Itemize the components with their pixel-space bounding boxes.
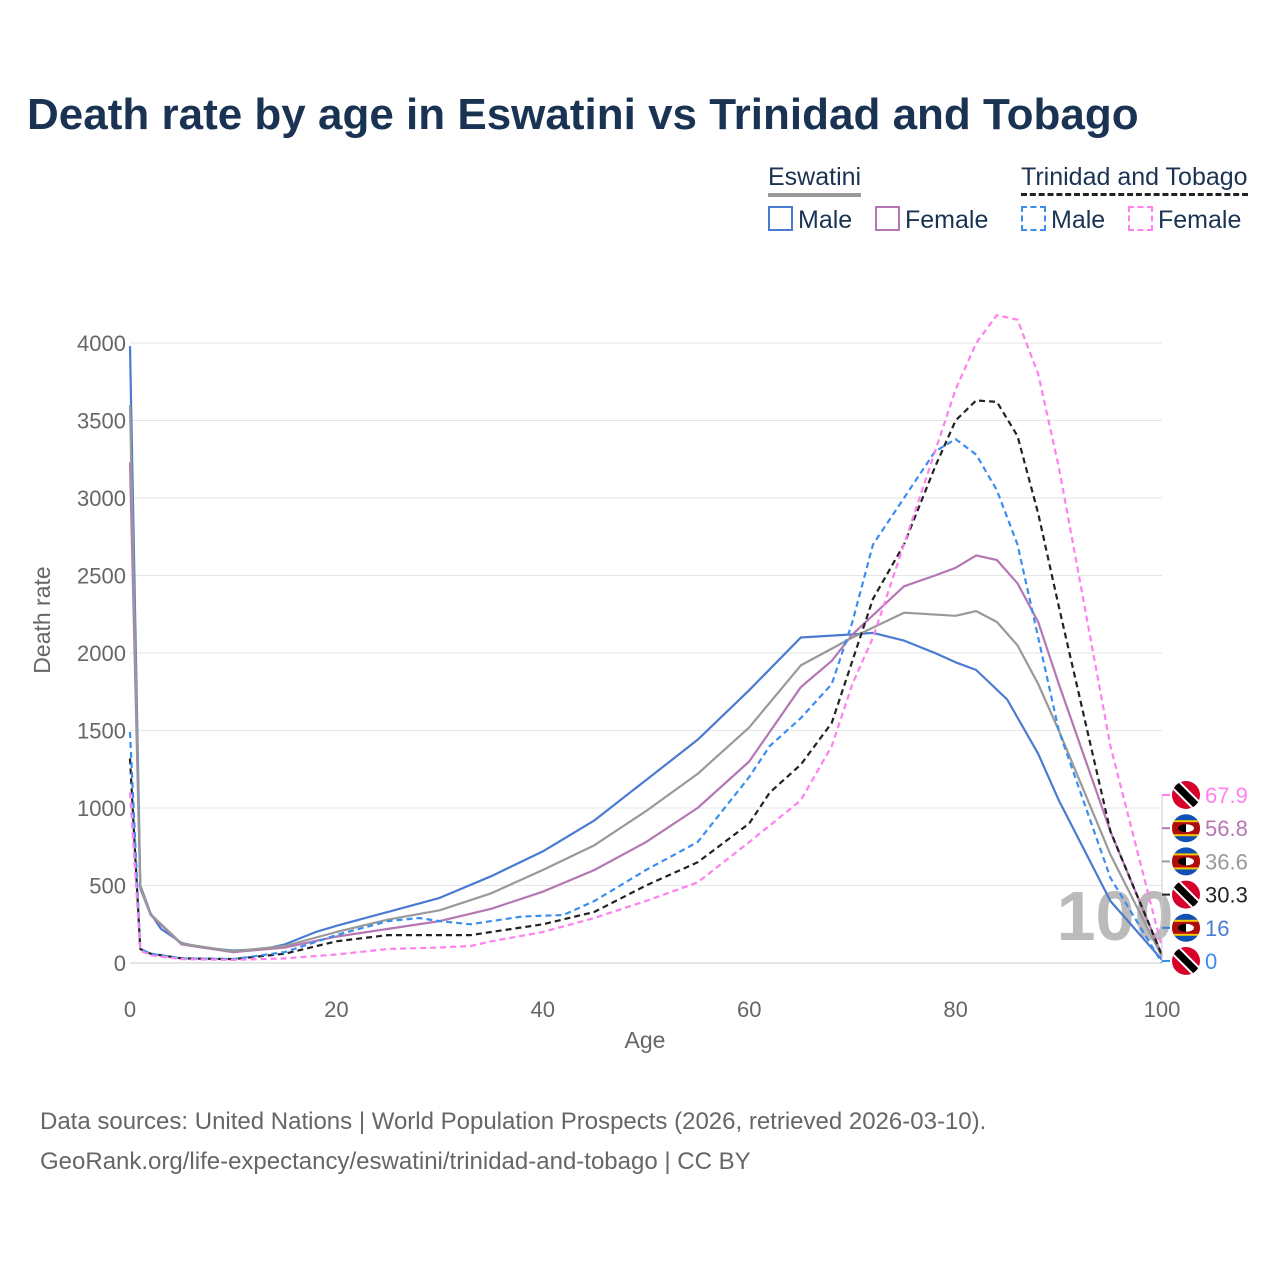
y-tick-label: 4000 <box>77 331 126 356</box>
series-line-eswatini-female <box>128 462 1164 956</box>
end-label-value: 67.9 <box>1205 783 1248 808</box>
legend-group-tt[interactable]: Trinidad and Tobago <box>1021 163 1248 196</box>
end-label-value: 36.6 <box>1205 849 1248 874</box>
flag-shield-white <box>1186 824 1194 833</box>
x-tick-label: 80 <box>943 997 967 1022</box>
eswatini-flag-icon <box>1172 847 1200 876</box>
x-tick-label: 60 <box>737 997 761 1022</box>
flag-body <box>1172 847 1200 876</box>
flag-shield-white <box>1186 923 1194 932</box>
y-tick-label: 2500 <box>77 564 126 589</box>
y-tick-label: 1000 <box>77 796 126 821</box>
y-tick-label: 500 <box>89 874 126 899</box>
end-label-value: 16 <box>1205 916 1229 941</box>
legend-group-eswatini[interactable]: Eswatini <box>768 163 862 197</box>
x-axis-label: Age <box>625 1027 666 1053</box>
eswatini-flag-icon <box>1172 814 1200 843</box>
chart-title: Death rate by age in Eswatini vs Trinida… <box>27 90 1139 139</box>
x-tick-label: 40 <box>531 997 555 1022</box>
flag-shield-white <box>1186 857 1194 866</box>
series-line-trinidad-and-tobago <box>128 399 1164 961</box>
x-tick-label: 0 <box>124 997 136 1022</box>
y-tick-label: 0 <box>114 951 126 976</box>
x-tick-label: 20 <box>324 997 348 1022</box>
legend-label: Male <box>798 206 853 234</box>
flag-body <box>1172 781 1200 809</box>
end-label-value: 30.3 <box>1205 883 1248 908</box>
series-line-eswatini <box>128 404 1163 958</box>
legend-swatch <box>1021 206 1046 231</box>
trinidad-flag-icon <box>1172 947 1200 975</box>
legend-swatch <box>1128 206 1153 231</box>
trinidad-flag-icon <box>1172 880 1200 909</box>
legend-swatch <box>768 206 793 231</box>
end-label-value: 56.8 <box>1205 816 1248 841</box>
flag-body <box>1172 880 1200 909</box>
legend-label: Female <box>905 206 989 234</box>
legend-swatch <box>875 206 900 231</box>
trinidad-flag-icon <box>1172 781 1200 809</box>
y-tick-label: 3000 <box>77 486 126 511</box>
eswatini-flag-icon <box>1172 913 1200 942</box>
legend-eswatini-male[interactable]: Male <box>768 206 852 235</box>
y-tick-label: 1500 <box>77 719 126 744</box>
flag-body <box>1172 814 1200 843</box>
legend-tt-male[interactable]: Male <box>1021 206 1105 235</box>
y-axis-label: Death rate <box>29 566 55 673</box>
y-tick-label: 3500 <box>77 409 126 434</box>
flag-body <box>1172 913 1200 942</box>
legend-eswatini-female[interactable]: Female <box>875 206 988 235</box>
end-label-value: 0 <box>1205 949 1217 974</box>
legend-tt-female[interactable]: Female <box>1128 206 1241 235</box>
legend-label: Female <box>1158 206 1242 234</box>
legend-label: Male <box>1051 206 1106 234</box>
series-line-trinidad-and-tobago-male <box>128 438 1163 964</box>
source-line-2[interactable]: GeoRank.org/life-expectancy/eswatini/tri… <box>40 1148 751 1175</box>
y-tick-label: 2000 <box>77 641 126 666</box>
flag-body <box>1172 947 1200 975</box>
x-tick-label: 100 <box>1144 997 1181 1022</box>
series-line-trinidad-and-tobago-female <box>128 314 1164 962</box>
source-line-1: Data sources: United Nations | World Pop… <box>40 1108 987 1135</box>
